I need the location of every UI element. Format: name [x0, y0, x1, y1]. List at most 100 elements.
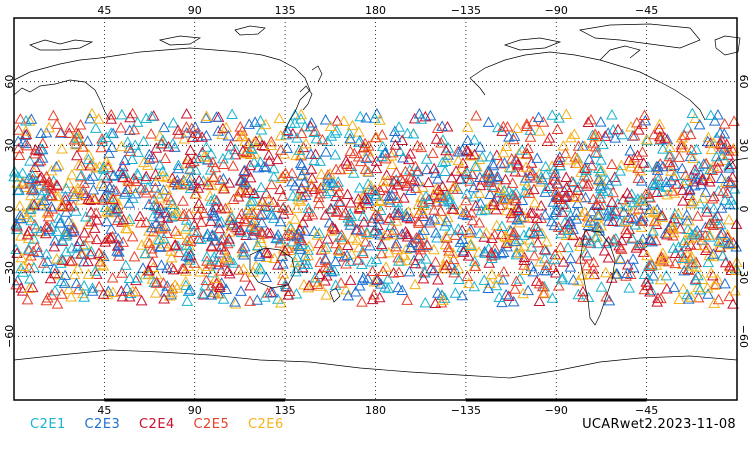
- occultation-marker: [281, 142, 294, 153]
- occultation-marker: [508, 226, 520, 238]
- occultation-marker: [172, 228, 185, 239]
- occultation-marker: [681, 122, 694, 133]
- occultation-marker: [570, 213, 583, 224]
- occultation-marker: [244, 295, 256, 306]
- occultation-marker: [403, 153, 415, 165]
- occultation-marker: [679, 169, 692, 180]
- occultation-marker: [677, 283, 690, 294]
- occultation-marker: [276, 274, 289, 286]
- occultation-marker: [412, 233, 425, 244]
- occultation-marker: [528, 196, 541, 208]
- occultation-marker: [693, 229, 706, 240]
- occultation-marker: [391, 192, 404, 203]
- occultation-marker: [461, 167, 473, 178]
- occultation-marker: [711, 273, 724, 285]
- occultation-marker: [151, 234, 163, 245]
- occultation-marker: [473, 171, 486, 183]
- occultation-marker: [271, 201, 284, 212]
- occultation-marker: [494, 199, 507, 211]
- occultation-marker: [324, 202, 337, 214]
- occultation-marker: [162, 140, 175, 152]
- occultation-marker: [166, 198, 179, 210]
- occultation-marker: [428, 204, 440, 215]
- occultation-marker: [467, 190, 480, 202]
- occultation-marker: [369, 184, 381, 195]
- occultation-marker: [632, 203, 645, 214]
- occultation-marker: [13, 184, 25, 195]
- occultation-marker: [414, 243, 427, 255]
- occultation-marker: [651, 164, 664, 175]
- occultation-marker: [508, 130, 521, 141]
- lon-tick-label-bottom: 180: [365, 404, 386, 417]
- occultation-marker: [126, 230, 139, 242]
- occultation-marker: [18, 208, 31, 220]
- occultation-marker: [517, 287, 529, 299]
- occultation-marker: [264, 286, 277, 297]
- occultation-marker: [224, 254, 237, 266]
- occultation-marker: [708, 297, 721, 308]
- occultation-marker: [442, 211, 454, 223]
- occultation-marker: [260, 187, 273, 199]
- occultation-marker: [62, 215, 75, 227]
- occultation-marker: [143, 153, 156, 164]
- occultation-marker: [255, 216, 268, 228]
- occultation-marker: [301, 210, 313, 221]
- coastlines: [13, 23, 749, 379]
- occultation-marker: [700, 202, 713, 214]
- occultation-marker: [332, 176, 344, 187]
- occultation-marker: [557, 139, 570, 151]
- occultation-marker: [464, 238, 477, 249]
- occultation-marker: [371, 273, 384, 285]
- occultation-marker: [105, 127, 117, 138]
- occultation-marker: [330, 206, 342, 217]
- occultation-marker: [569, 151, 582, 162]
- occultation-marker: [375, 238, 388, 250]
- occultation-marker: [585, 205, 598, 217]
- legend-item-c2e3: C2E3: [84, 417, 121, 432]
- occultation-marker: [660, 269, 673, 281]
- occultation-marker: [259, 118, 272, 130]
- occultation-marker: [131, 271, 144, 283]
- occultation-marker: [254, 209, 266, 221]
- occultation-marker: [548, 170, 561, 181]
- occultation-marker: [345, 196, 357, 208]
- occultation-marker: [400, 177, 413, 188]
- occultation-marker: [59, 225, 72, 237]
- occultation-marker: [128, 123, 141, 135]
- occultation-marker: [461, 121, 474, 132]
- occultation-marker: [198, 207, 211, 218]
- occultation-marker: [266, 286, 279, 298]
- occultation-marker: [325, 224, 338, 236]
- occultation-marker: [441, 121, 454, 132]
- occultation-marker: [72, 159, 85, 171]
- occultation-marker: [712, 155, 725, 167]
- occultation-marker: [460, 194, 472, 206]
- occultation-marker: [223, 233, 235, 244]
- occultation-marker: [666, 185, 679, 196]
- occultation-marker: [469, 160, 482, 171]
- occultation-marker: [176, 179, 189, 190]
- occultation-marker: [673, 151, 686, 162]
- occultation-marker: [383, 190, 396, 201]
- occultation-marker: [157, 184, 170, 195]
- occultation-marker: [317, 180, 329, 191]
- occultation-marker: [205, 289, 218, 300]
- occultation-marker: [676, 131, 688, 143]
- occultation-marker: [405, 173, 417, 185]
- occultation-marker: [462, 227, 475, 239]
- lat-tick-label-right: 60: [737, 75, 750, 89]
- occultation-marker: [289, 108, 301, 120]
- occultation-marker: [255, 181, 268, 193]
- occultation-marker: [369, 131, 382, 143]
- occultation-marker: [647, 269, 660, 281]
- occultation-marker: [67, 225, 80, 236]
- occultation-marker: [518, 254, 531, 266]
- lon-tick-label-top: −135: [451, 4, 481, 17]
- occultation-marker: [587, 256, 600, 268]
- occultation-marker: [496, 296, 508, 308]
- occultation-marker: [365, 180, 377, 191]
- occultation-marker: [205, 279, 218, 291]
- occultation-marker: [359, 235, 372, 247]
- occultation-marker: [51, 118, 63, 129]
- occultation-marker: [595, 154, 607, 165]
